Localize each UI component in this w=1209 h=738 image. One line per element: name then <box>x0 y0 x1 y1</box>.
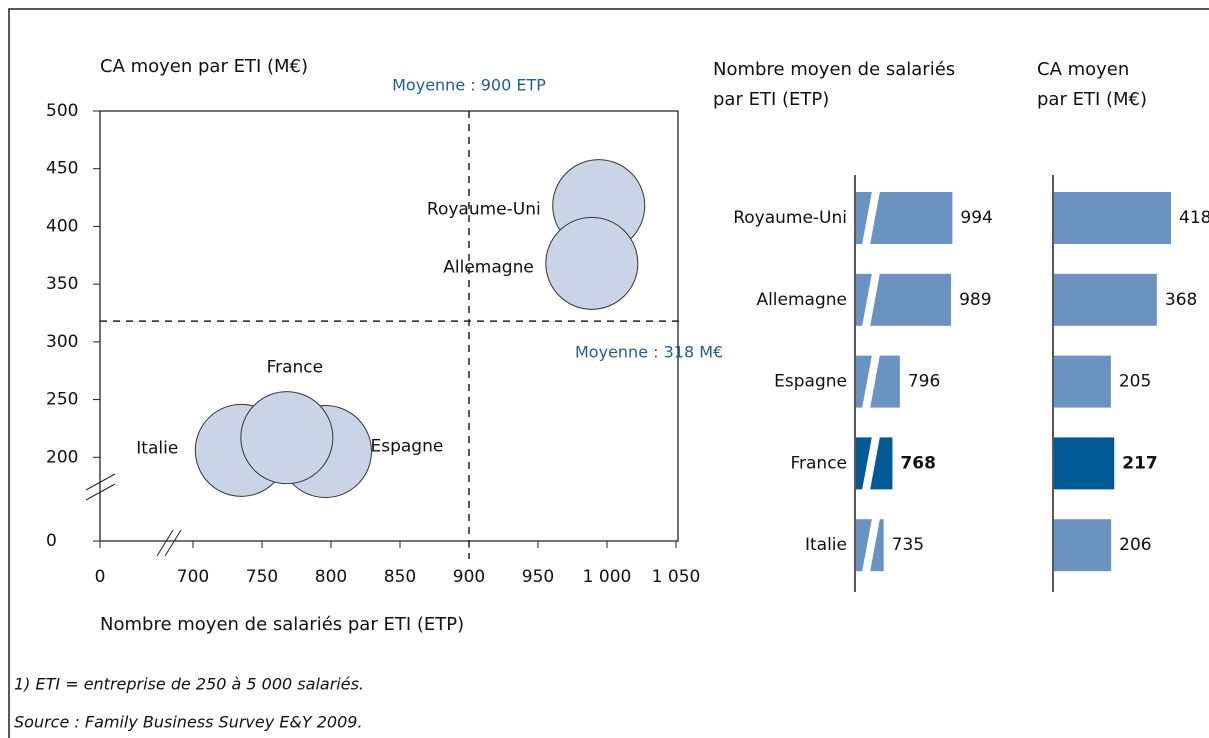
frame <box>8 8 1209 738</box>
axis-break <box>862 272 880 327</box>
bar-title: par ETI (ETP) <box>713 89 829 110</box>
value-label: 735 <box>892 535 924 555</box>
bubble <box>545 216 639 310</box>
axis-break <box>85 473 182 557</box>
mean-label: Moyenne : 318 M€ <box>575 343 723 362</box>
bar-title: CA moyen <box>1037 59 1129 80</box>
x-tick-label: 850 <box>384 567 416 587</box>
value-label: 205 <box>1119 372 1151 392</box>
footnote: 1) ETI = entreprise de 250 à 5 000 salar… <box>14 675 364 694</box>
axis-break <box>862 518 880 573</box>
bubble-label: France <box>267 358 324 378</box>
y-tick-label: 0 <box>46 531 57 551</box>
bar-title: par ETI (M€) <box>1037 89 1147 110</box>
bubble <box>240 391 334 485</box>
x-tick-label: 800 <box>315 567 347 587</box>
mean-label: Moyenne : 900 ETP <box>392 76 546 95</box>
bar <box>1054 273 1157 326</box>
axis-break <box>862 191 880 245</box>
bubble-label: Royaume-Uni <box>427 200 541 220</box>
y-tick-label: 350 <box>46 274 78 294</box>
footnote: Source : Family Business Survey E&Y 2009… <box>14 713 363 732</box>
y-tick-label: 200 <box>46 447 78 467</box>
x-tick-label: 700 <box>177 567 209 587</box>
bar <box>1054 192 1171 244</box>
category-label: Italie <box>805 535 847 555</box>
y-tick-label: 500 <box>46 101 78 121</box>
axis-break <box>862 436 880 491</box>
bar <box>1054 437 1115 490</box>
category-label: Espagne <box>774 372 847 392</box>
value-label: 768 <box>900 453 936 473</box>
value-label: 796 <box>908 372 940 392</box>
y-tick-label: 450 <box>46 159 78 179</box>
bubble-label: Italie <box>136 438 178 458</box>
bubble-label: Espagne <box>370 437 443 457</box>
x-tick-label: 900 <box>453 567 485 587</box>
axis-break <box>862 354 880 409</box>
x-tick-label: 1 000 <box>583 567 632 587</box>
category-label: Allemagne <box>756 290 847 310</box>
y-axis-title: CA moyen par ETI (M€) <box>100 56 308 77</box>
value-label: 989 <box>959 290 991 310</box>
value-label: 994 <box>960 208 992 228</box>
value-label: 217 <box>1122 453 1158 473</box>
plot-frame <box>99 110 679 542</box>
x-tick-label: 1 050 <box>652 567 701 587</box>
category-label: France <box>790 453 847 473</box>
bar <box>1054 355 1111 408</box>
value-label: 418 <box>1179 208 1209 228</box>
x-axis-title: Nombre moyen de salariés par ETI (ETP) <box>100 614 464 635</box>
x-tick-label: 0 <box>95 567 106 587</box>
y-tick-label: 250 <box>46 390 78 410</box>
bar-title: Nombre moyen de salariés <box>713 59 955 80</box>
bubble-label: Allemagne <box>443 257 534 277</box>
category-label: Royaume-Uni <box>733 208 847 228</box>
value-label: 368 <box>1165 290 1197 310</box>
bar <box>1054 519 1112 572</box>
x-tick-label: 950 <box>522 567 554 587</box>
value-label: 206 <box>1119 535 1151 555</box>
y-tick-label: 300 <box>46 332 78 352</box>
y-tick-label: 400 <box>46 216 78 236</box>
x-tick-label: 750 <box>246 567 278 587</box>
